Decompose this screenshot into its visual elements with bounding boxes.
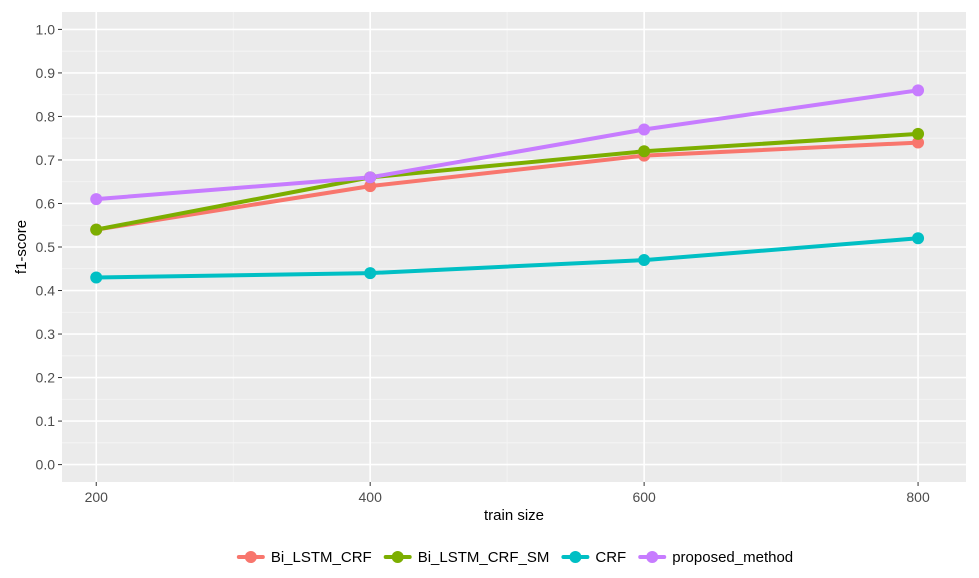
- y-tick-label: 0.2: [36, 370, 56, 386]
- legend: Bi_LSTM_CRF Bi_LSTM_CRF_SM CRF proposed_met…: [236, 549, 793, 566]
- y-tick-label: 0.1: [36, 413, 56, 429]
- data-point: [364, 180, 377, 193]
- y-tick-label: 0.8: [36, 108, 56, 124]
- axes: 0.0 0.1 0.2 0.3 0.4 0.5 0.6 0.7 0.8 0.9 1.0 200 400 6…: [36, 21, 930, 505]
- legend-label: CRF: [595, 549, 626, 566]
- series-line: [94, 140, 921, 232]
- legend-key-point: [391, 551, 404, 563]
- data-point: [912, 84, 925, 97]
- y-tick-label: 0.9: [36, 65, 56, 81]
- series-line: [94, 131, 921, 232]
- x-tick-label: 600: [632, 489, 656, 505]
- series-line: [94, 236, 921, 280]
- series-lines: [94, 88, 921, 280]
- legend-label: proposed_method: [672, 549, 793, 566]
- y-tick-label: 0.4: [36, 283, 56, 299]
- data-point: [90, 193, 103, 206]
- legend-label: Bi_LSTM_CRF: [271, 549, 372, 566]
- data-point: [90, 223, 103, 236]
- y-tick-label: 0.0: [36, 457, 56, 473]
- y-axis-title: f1-score: [13, 220, 30, 274]
- data-point: [912, 136, 925, 149]
- x-tick-label: 800: [906, 489, 930, 505]
- data-point: [364, 171, 377, 184]
- x-tick-label: 400: [359, 489, 383, 505]
- legend-key-point: [569, 551, 582, 563]
- y-tick-label: 0.3: [36, 326, 56, 342]
- data-point: [912, 127, 925, 140]
- data-point: [638, 145, 651, 158]
- y-tick-label: 1.0: [36, 21, 56, 37]
- series-points: [90, 84, 925, 284]
- data-point: [912, 232, 925, 245]
- data-point: [638, 123, 651, 136]
- y-tick-label: 0.5: [36, 239, 56, 255]
- data-point: [364, 267, 377, 280]
- legend-label: Bi_LSTM_CRF_SM: [418, 549, 550, 566]
- y-tick-label: 0.7: [36, 152, 56, 168]
- data-point: [638, 254, 651, 267]
- legend-key-point: [646, 551, 659, 563]
- legend-key-point: [244, 551, 257, 563]
- series-line: [94, 88, 921, 202]
- x-axis-title: train size: [484, 507, 544, 524]
- data-point: [90, 271, 103, 284]
- x-tick-label: 200: [85, 489, 109, 505]
- y-tick-label: 0.6: [36, 195, 56, 211]
